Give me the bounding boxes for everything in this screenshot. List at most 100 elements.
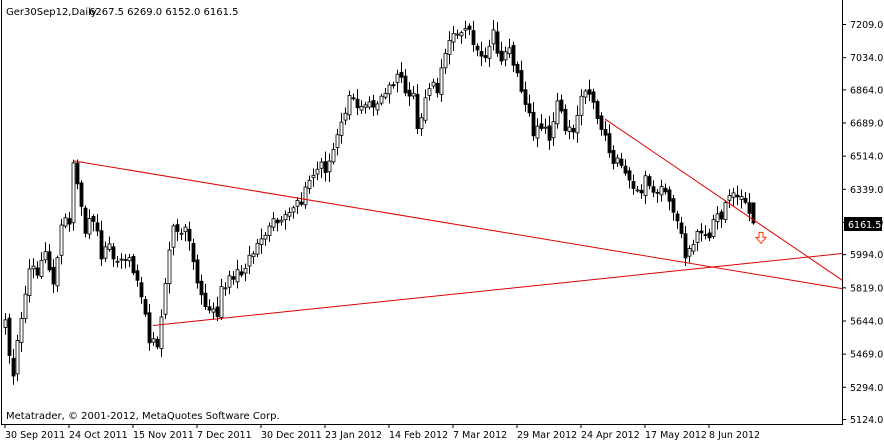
candle-body-bull xyxy=(235,269,240,283)
candle-body-bull xyxy=(379,95,384,104)
candle-body-bear xyxy=(679,222,684,234)
candle-body-bull xyxy=(367,101,372,108)
candle xyxy=(143,295,148,317)
candle xyxy=(7,313,12,364)
candle xyxy=(603,120,608,142)
candle xyxy=(419,113,424,136)
candle xyxy=(243,263,248,282)
candle xyxy=(223,282,228,296)
candle-body-bull xyxy=(251,253,256,258)
candle xyxy=(159,309,164,357)
candle xyxy=(615,154,620,167)
candle xyxy=(347,90,352,120)
candle-body-bull xyxy=(167,249,172,285)
x-tick-label: 14 Feb 2012 xyxy=(389,430,448,441)
candle xyxy=(335,128,340,156)
candle-body-bear xyxy=(51,266,56,285)
candle-body-bear xyxy=(111,246,116,260)
candle xyxy=(307,175,312,194)
candle xyxy=(211,302,216,320)
candle xyxy=(179,228,184,241)
candle-body-bull xyxy=(271,218,276,228)
candle xyxy=(279,215,284,226)
candle-body-bull xyxy=(711,219,716,237)
candle-body-bull xyxy=(395,73,400,83)
candle-body-bear xyxy=(479,51,484,57)
chart-symbol-label: Ger30Sep12,Daily xyxy=(6,7,97,18)
candle xyxy=(399,62,404,83)
candle xyxy=(667,186,672,211)
candle-body-bear xyxy=(67,218,72,225)
candle xyxy=(299,192,304,207)
candle xyxy=(95,214,100,237)
candle xyxy=(715,206,720,230)
candle-body-bull xyxy=(387,84,392,95)
candle-body-bull xyxy=(115,260,120,263)
candle-body-bull xyxy=(327,160,332,173)
candle-body-bear xyxy=(299,201,304,205)
candle xyxy=(127,253,132,268)
candle-body-bull xyxy=(307,180,312,189)
candle-body-bull xyxy=(87,217,92,235)
y-axis: 7209.07034.06864.06689.06514.06339.06164… xyxy=(842,20,883,426)
x-tick-label: 24 Apr 2012 xyxy=(581,430,640,441)
candle xyxy=(431,78,436,89)
candle xyxy=(459,30,464,44)
trendlines xyxy=(72,118,843,327)
candle xyxy=(639,184,644,199)
candle xyxy=(271,211,276,232)
candle-body-bull xyxy=(487,45,492,59)
candle xyxy=(479,41,484,67)
candle xyxy=(551,112,556,146)
candle-body-bear xyxy=(751,202,756,224)
candle xyxy=(339,112,344,144)
candle-body-bear xyxy=(155,338,160,348)
candle-body-bear xyxy=(511,45,516,66)
candle-body-bull xyxy=(739,196,744,200)
candle xyxy=(295,197,300,214)
candle-body-bear xyxy=(627,170,632,181)
candle-body-bear xyxy=(75,162,80,185)
candle xyxy=(71,159,76,231)
candle-body-bull xyxy=(419,117,424,130)
candle-body-bull xyxy=(107,243,112,250)
candle xyxy=(267,222,272,242)
candle-body-bull xyxy=(451,32,456,43)
candle-body-bear xyxy=(639,189,644,194)
candle-body-bear xyxy=(199,280,204,296)
candle-body-bear xyxy=(355,98,360,109)
x-tick-label: 23 Jan 2012 xyxy=(325,430,382,441)
candle xyxy=(695,229,700,252)
candle-body-bull xyxy=(439,67,444,95)
candle-body-bear xyxy=(527,103,532,114)
candle-body-bull xyxy=(579,95,584,116)
candle-body-bull xyxy=(227,275,232,288)
candle-body-bear xyxy=(391,84,396,87)
candle-body-bear xyxy=(483,55,488,59)
candle-body-bear xyxy=(239,271,244,276)
candle-body-bear xyxy=(231,276,236,280)
candle xyxy=(627,167,632,189)
candle xyxy=(263,231,268,246)
candle xyxy=(407,82,412,107)
candle xyxy=(687,245,692,263)
candle xyxy=(719,209,724,229)
candle xyxy=(671,194,676,221)
candle-body-bear xyxy=(95,222,100,232)
y-tick-label: 6864.0 xyxy=(850,85,883,96)
candle-body-bear xyxy=(519,70,524,92)
candle-body-bear xyxy=(591,91,596,103)
candle xyxy=(343,107,348,126)
candle-body-bull xyxy=(727,195,732,201)
candle-body-bull xyxy=(463,27,468,31)
y-tick-label: 5124.0 xyxy=(850,415,883,426)
candle xyxy=(35,261,40,279)
candle-body-bear xyxy=(135,270,140,281)
candle-body-bull xyxy=(319,161,324,169)
candle xyxy=(239,265,244,278)
candle xyxy=(379,93,384,106)
candle-body-bear xyxy=(435,82,440,94)
candle-body-bear xyxy=(607,133,612,154)
candle-body-bull xyxy=(731,192,736,198)
